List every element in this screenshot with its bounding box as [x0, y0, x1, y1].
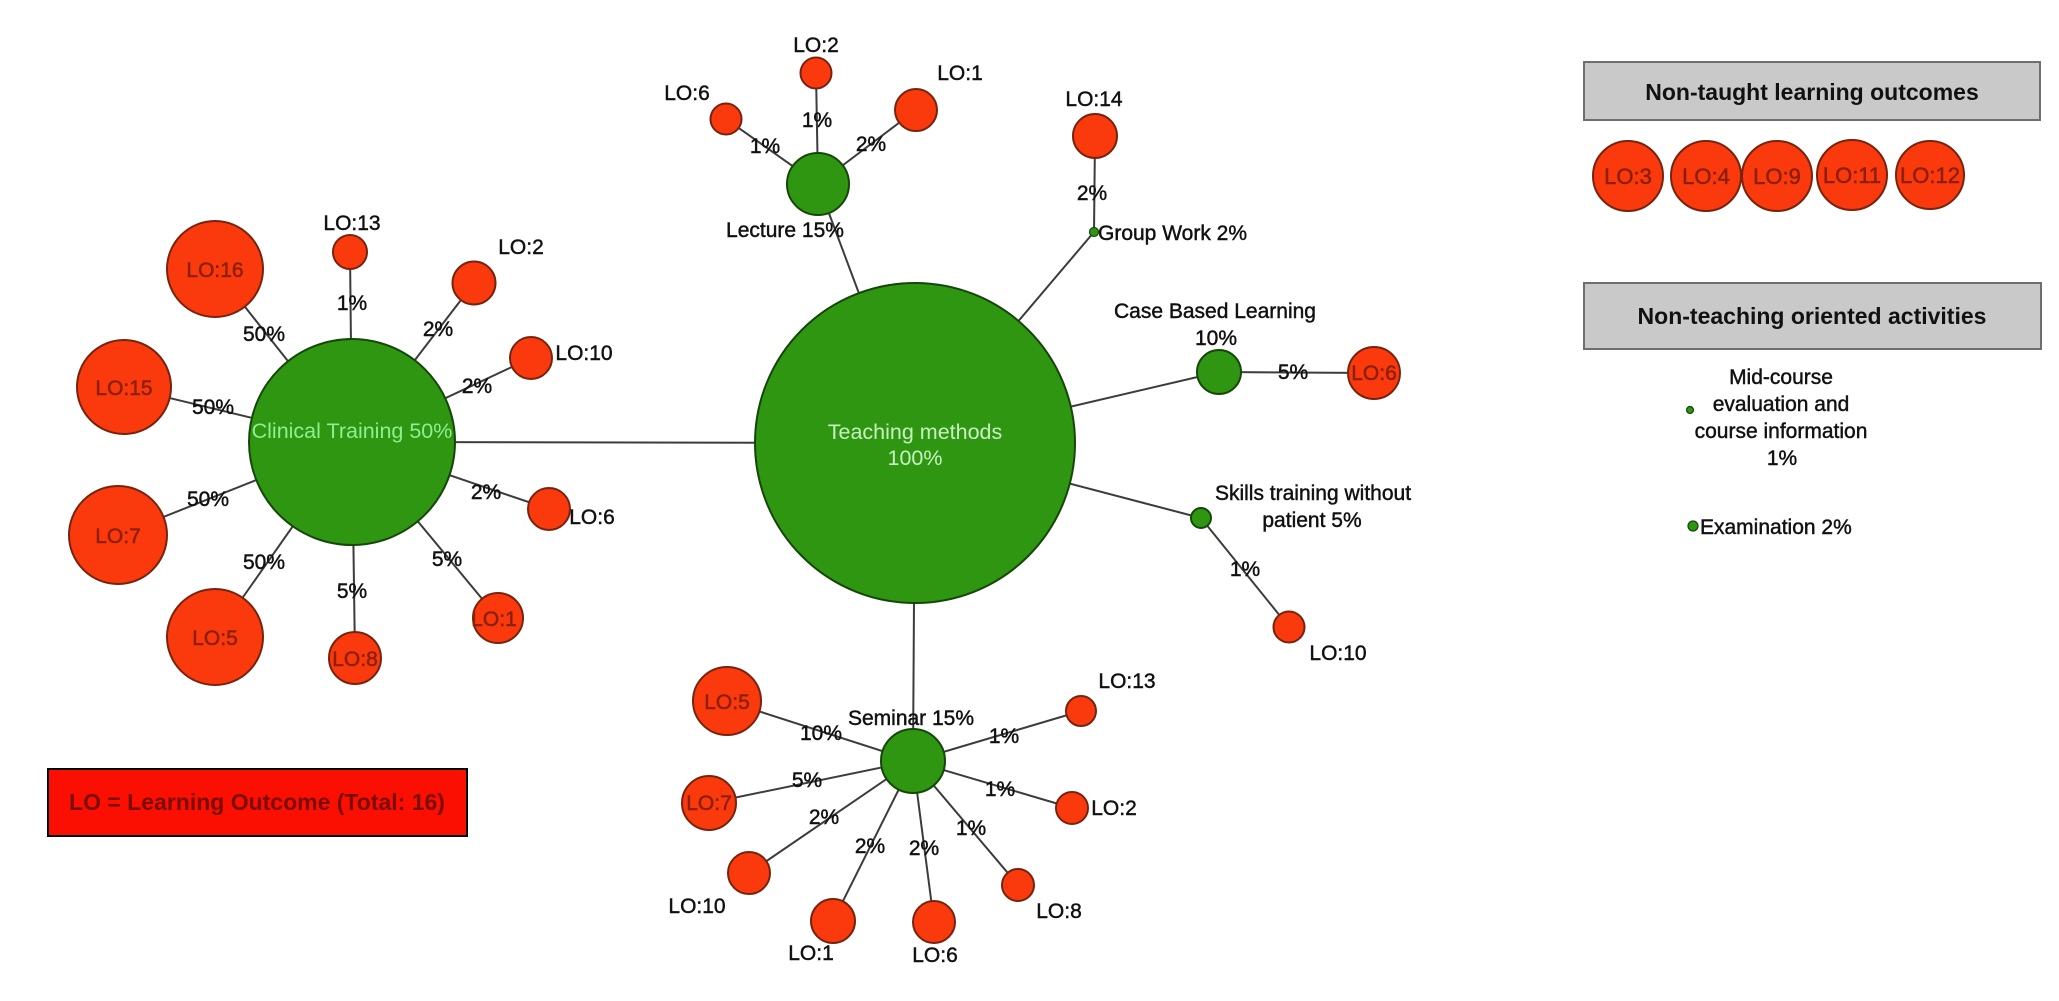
svg-text:2%: 2% [855, 835, 885, 858]
svg-text:LO = Learning Outcome (Total:: LO = Learning Outcome (Total: 16) [69, 789, 445, 815]
svg-text:Seminar 15%: Seminar 15% [848, 707, 974, 730]
svg-text:Teaching methods: Teaching methods [828, 420, 1003, 444]
svg-text:LO:6: LO:6 [569, 506, 615, 529]
svg-text:50%: 50% [192, 396, 234, 419]
svg-text:LO:1: LO:1 [937, 62, 983, 85]
svg-text:LO:10: LO:10 [668, 895, 725, 918]
svg-text:LO:5: LO:5 [704, 691, 750, 714]
svg-text:LO:6: LO:6 [912, 944, 958, 967]
svg-text:Non-taught learning outcomes: Non-taught learning outcomes [1645, 79, 1979, 105]
svg-text:1%: 1% [985, 778, 1015, 801]
svg-text:LO:2: LO:2 [1091, 797, 1137, 820]
svg-text:LO:11: LO:11 [1823, 163, 1881, 188]
svg-text:2%: 2% [1077, 182, 1107, 205]
svg-text:Group Work 2%: Group Work 2% [1098, 222, 1247, 245]
svg-text:10%: 10% [800, 722, 842, 745]
svg-text:LO:1: LO:1 [788, 942, 834, 965]
svg-text:5%: 5% [432, 548, 462, 571]
svg-text:5%: 5% [337, 580, 367, 603]
svg-text:2%: 2% [462, 375, 492, 398]
svg-text:1%: 1% [1767, 447, 1797, 470]
svg-text:LO:3: LO:3 [1604, 164, 1652, 189]
svg-text:LO:13: LO:13 [323, 212, 380, 235]
svg-text:1%: 1% [989, 725, 1019, 748]
svg-text:2%: 2% [909, 837, 939, 860]
svg-text:patient 5%: patient 5% [1262, 509, 1361, 532]
svg-text:LO:16: LO:16 [186, 259, 243, 282]
svg-text:1%: 1% [337, 292, 367, 315]
svg-text:LO:7: LO:7 [686, 792, 732, 815]
svg-text:LO:8: LO:8 [1036, 900, 1082, 923]
svg-text:50%: 50% [187, 488, 229, 511]
svg-text:LO:8: LO:8 [332, 648, 378, 671]
svg-text:LO:6: LO:6 [1351, 362, 1397, 385]
svg-text:50%: 50% [243, 551, 285, 574]
svg-text:LO:1: LO:1 [471, 608, 517, 631]
svg-text:Skills training without: Skills training without [1215, 482, 1411, 505]
svg-text:2%: 2% [856, 133, 886, 156]
svg-text:LO:5: LO:5 [192, 627, 238, 650]
svg-text:1%: 1% [1230, 558, 1260, 581]
svg-text:2%: 2% [809, 806, 839, 829]
svg-text:1%: 1% [956, 817, 986, 840]
svg-text:1%: 1% [802, 109, 832, 132]
svg-text:LO:4: LO:4 [1682, 164, 1730, 189]
svg-text:5%: 5% [792, 769, 822, 792]
svg-text:course information: course information [1695, 420, 1868, 443]
svg-text:LO:2: LO:2 [793, 34, 839, 57]
svg-text:LO:15: LO:15 [95, 377, 152, 400]
svg-text:100%: 100% [888, 446, 943, 470]
svg-text:evaluation and: evaluation and [1713, 393, 1850, 416]
svg-text:10%: 10% [1195, 327, 1237, 350]
svg-text:LO:6: LO:6 [664, 82, 710, 105]
svg-text:Mid-course: Mid-course [1729, 366, 1833, 389]
svg-text:Lecture 15%: Lecture 15% [726, 219, 844, 242]
svg-text:LO:13: LO:13 [1098, 670, 1155, 693]
svg-text:LO:10: LO:10 [1309, 642, 1366, 665]
svg-text:5%: 5% [1278, 361, 1308, 384]
svg-text:2%: 2% [423, 318, 453, 341]
svg-text:LO:12: LO:12 [1900, 163, 1960, 188]
svg-text:Case Based Learning: Case Based Learning [1114, 300, 1316, 323]
svg-text:LO:9: LO:9 [1753, 164, 1801, 189]
svg-text:Non-teaching oriented activiti: Non-teaching oriented activities [1638, 303, 1987, 329]
svg-text:Examination 2%: Examination 2% [1700, 516, 1852, 539]
svg-text:LO:7: LO:7 [95, 525, 141, 548]
svg-text:LO:10: LO:10 [555, 342, 612, 365]
svg-text:1%: 1% [750, 135, 780, 158]
svg-text:LO:2: LO:2 [498, 236, 544, 259]
svg-text:Clinical Training 50%: Clinical Training 50% [252, 419, 453, 443]
svg-text:2%: 2% [471, 481, 501, 504]
svg-text:50%: 50% [243, 323, 285, 346]
svg-text:LO:14: LO:14 [1065, 88, 1123, 111]
